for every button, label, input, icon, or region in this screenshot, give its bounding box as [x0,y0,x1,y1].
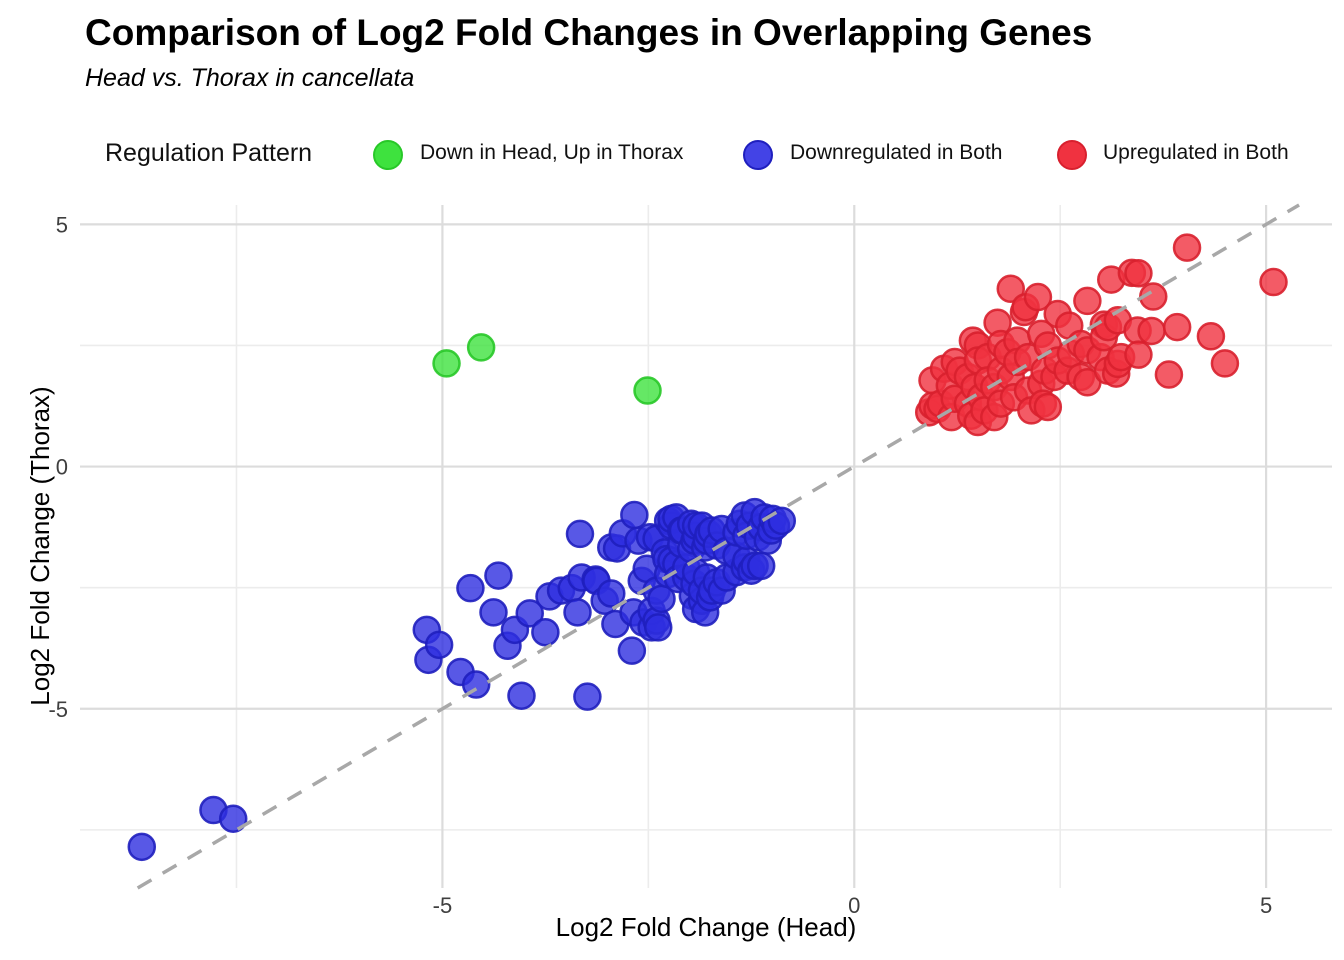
data-point-series-1 [479,598,508,627]
legend-item-downregulated-both: Downregulated in Both [790,141,1003,164]
x-tick-label: 5 [1260,893,1272,918]
data-point-series-0 [633,376,662,405]
legend-swatch-green-icon [373,140,403,170]
data-point-series-1 [484,561,513,590]
data-point-series-1 [620,500,649,530]
y-tick-label: -5 [48,697,68,722]
data-point-series-1 [424,630,454,660]
data-point-series-1 [565,519,595,549]
legend-item-down-head-up-thorax: Down in Head, Up in Thorax [420,141,684,164]
identity-line [136,203,1300,890]
y-axis-title: Log2 Fold Change (Thorax) [25,386,55,706]
data-point-series-2 [996,274,1026,304]
legend-swatch-blue-icon [743,140,773,170]
data-point-series-2 [1033,392,1063,422]
data-point-series-2 [1162,312,1192,342]
data-point-series-2 [1154,360,1184,389]
data-point-series-1 [531,617,560,647]
data-point-series-2 [1259,267,1288,297]
y-tick-label: 0 [56,455,68,480]
data-point-series-1 [573,682,602,711]
data-point-series-1 [563,598,592,627]
data-point-series-0 [432,349,461,378]
x-tick-label: 0 [848,893,860,918]
data-point-series-1 [597,579,626,608]
x-axis-title: Log2 Fold Change (Head) [555,912,857,942]
data-point-series-1 [127,832,157,862]
chart-title: Comparison of Log2 Fold Changes in Overl… [85,12,1093,53]
data-point-series-2 [1210,349,1240,378]
legend-swatch-red-icon [1057,140,1087,170]
data-point-series-0 [466,333,496,362]
data-point-series-1 [515,599,544,628]
data-point-series-1 [218,804,248,833]
legend-item-upregulated-both: Upregulated in Both [1103,141,1289,164]
legend-title: Regulation Pattern [105,139,313,167]
x-tick-label: -5 [433,893,453,918]
data-point-series-1 [643,613,673,642]
data-point-series-2 [1073,286,1102,316]
data-point-series-1 [507,681,536,710]
data-point-series-2 [1124,259,1153,288]
data-point-series-1 [746,551,776,581]
data-point-series-2 [1137,316,1166,346]
data-point-series-2 [1196,322,1226,351]
legend: Regulation Pattern Down in Head, Up in T… [0,136,1344,170]
data-point-series-2 [1172,233,1202,262]
data-point-series-2 [1124,340,1153,369]
data-point-series-1 [617,636,647,665]
data-point-series-2 [1023,282,1053,312]
chart-subtitle: Head vs. Thorax in cancellata [85,64,415,92]
y-tick-label: 5 [56,212,68,237]
data-point-series-1 [456,573,485,603]
data-point-series-1 [767,506,797,536]
